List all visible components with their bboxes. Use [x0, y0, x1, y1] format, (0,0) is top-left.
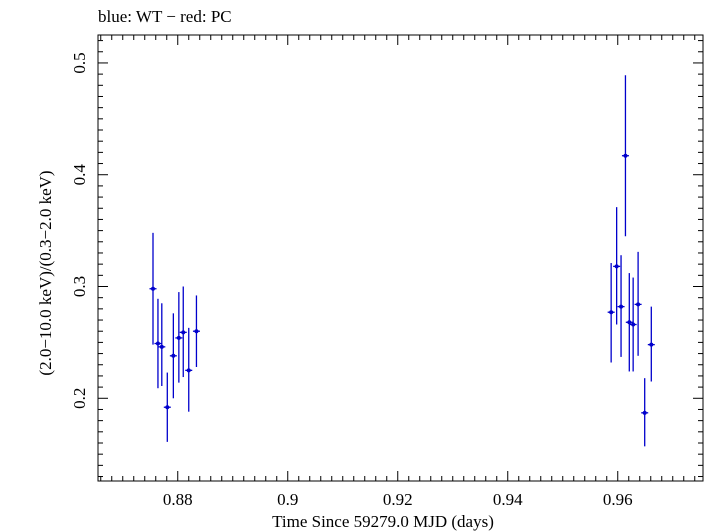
y-tick-label: 0.3 [70, 276, 89, 297]
x-tick-label: 0.9 [277, 490, 298, 509]
data-series [149, 75, 655, 447]
data-point [619, 304, 624, 309]
x-tick-label: 0.94 [493, 490, 523, 509]
data-point [614, 264, 619, 269]
data-point [631, 322, 636, 327]
data-point [186, 368, 191, 373]
data-point [623, 153, 628, 158]
plot-frame [97, 34, 704, 482]
x-tick-label: 0.88 [163, 490, 193, 509]
y-axis-label: (2.0−10.0 keV)/(0.3−2.0 keV) [36, 170, 55, 375]
data-point [642, 410, 647, 415]
data-point [194, 329, 199, 334]
data-point [181, 330, 186, 335]
y-tick-label: 0.4 [70, 164, 89, 186]
data-point [171, 353, 176, 358]
data-point [155, 341, 160, 346]
x-tick-label: 0.96 [603, 490, 633, 509]
data-point [636, 302, 641, 307]
y-tick-label: 0.5 [70, 52, 89, 73]
x-axis-ticks: 0.88 0.9 0.92 0.94 0.96 [100, 35, 696, 509]
data-point [649, 342, 654, 347]
x-tick-label: 0.92 [383, 490, 413, 509]
y-axis-ticks: 0.2 0.3 0.4 0.5 [70, 40, 703, 478]
data-point [627, 320, 632, 325]
data-point [609, 310, 614, 315]
data-point [176, 335, 181, 340]
data-point [165, 405, 170, 410]
data-point [151, 286, 155, 291]
x-axis-label: Time Since 59279.0 MJD (days) [272, 512, 494, 531]
chart-title: blue: WT − red: PC [98, 7, 232, 26]
y-tick-label: 0.2 [70, 388, 89, 409]
data-point [159, 344, 164, 349]
